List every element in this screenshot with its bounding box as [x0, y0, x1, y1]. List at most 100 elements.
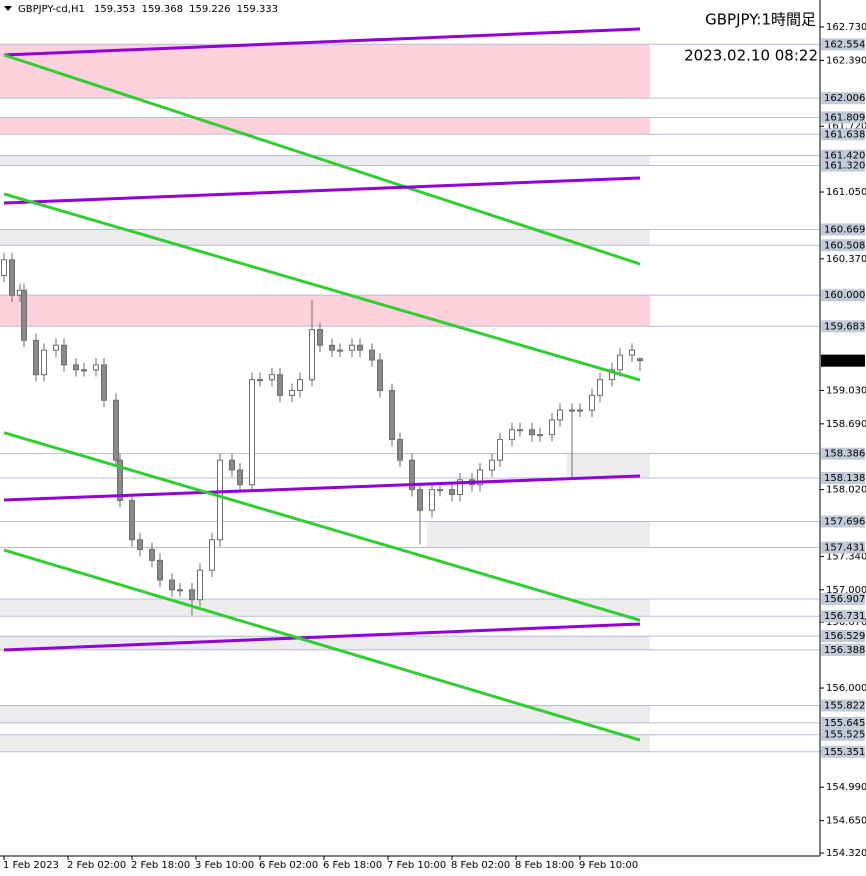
candle-body: [609, 369, 615, 381]
level-label: 158.386: [824, 449, 865, 460]
candle-body: [329, 344, 335, 351]
candle-body: [509, 429, 515, 441]
level-label: 156.907: [824, 594, 865, 605]
candle-body: [597, 379, 603, 396]
candle-body: [117, 459, 123, 501]
x-tick-label: 7 Feb 10:00: [387, 860, 446, 871]
candle-body: [357, 344, 363, 351]
candle-body: [149, 549, 155, 561]
x-tick-label: 6 Feb 18:00: [323, 860, 382, 871]
x-tick-label: 9 Feb 10:00: [579, 860, 638, 871]
trendline: [3, 431, 641, 622]
candle-body: [569, 409, 575, 412]
zone: [0, 229, 650, 246]
zone: [427, 521, 650, 548]
level-label-box: [821, 728, 865, 741]
candle-body: [33, 339, 39, 376]
candle-body: [157, 559, 163, 581]
candles: [1, 252, 643, 616]
candle-body: [297, 379, 303, 391]
high-value: 159.368: [142, 4, 183, 15]
candle-body: [269, 374, 275, 381]
candle-body: [437, 489, 443, 492]
level-label-box: [821, 515, 865, 528]
candle-body: [317, 329, 323, 346]
level-label: 160.508: [824, 240, 865, 251]
y-tick-label: 162.390: [826, 55, 866, 66]
level-label-box: [821, 630, 865, 643]
candle-body: [589, 394, 595, 411]
candle-body: [169, 579, 175, 591]
level-label: 159.683: [824, 321, 865, 332]
y-tick-label: 154.990: [826, 782, 866, 793]
zone: [0, 636, 650, 650]
candle-body: [21, 289, 27, 341]
y-tick-label: 161.720: [826, 121, 866, 132]
candle-body: [389, 389, 395, 441]
header: GBPJPY-cd,H1 159.353 159.368 159.226 159…: [18, 4, 278, 15]
candle-body: [249, 379, 255, 486]
level-label-box: [821, 699, 865, 712]
candle-body: [73, 364, 79, 371]
level-label: 162.554: [824, 39, 865, 50]
y-tick-label: 154.650: [826, 816, 866, 827]
open-value: 159.353: [94, 4, 135, 15]
level-label-box: [821, 239, 865, 252]
level-label-box: [821, 92, 865, 105]
zone: [0, 598, 650, 617]
level-label: 160.669: [824, 224, 865, 235]
level-label-box: [821, 541, 865, 554]
x-tick-label: 2 Feb 18:00: [131, 860, 190, 871]
close-value: 159.333: [237, 4, 278, 15]
level-label: 161.420: [824, 151, 865, 162]
candle-body: [101, 364, 107, 401]
candle-body: [237, 469, 243, 486]
candle-body: [229, 459, 235, 471]
y-tick-label: 154.320: [826, 848, 866, 859]
candle-body: [209, 539, 215, 571]
candle-body: [397, 439, 403, 461]
level-label-box: [821, 745, 865, 758]
level-label-box: [821, 111, 865, 124]
level-label: 155.822: [824, 701, 865, 712]
level-label: 156.388: [824, 645, 865, 656]
y-tick-label: 161.050: [826, 187, 866, 198]
candle-body: [577, 409, 583, 412]
chart-subtitle: 2023.02.10 08:22: [684, 47, 818, 65]
y-tick-label: 158.690: [826, 419, 866, 430]
x-tick-label: 8 Feb 02:00: [451, 860, 510, 871]
zone: [567, 453, 650, 479]
zone: [0, 705, 650, 723]
candle-body: [409, 459, 415, 491]
y-tick-label: 156.000: [826, 683, 866, 694]
candle-body: [1, 259, 7, 277]
level-label: 155.525: [824, 730, 865, 741]
trendline: [3, 53, 641, 266]
level-label: 155.645: [824, 718, 865, 729]
candle-body: [309, 329, 315, 381]
trendline: [3, 27, 641, 57]
x-tick-label: 2 Feb 02:00: [67, 860, 126, 871]
chart-title: GBPJPY:1時間足: [705, 11, 816, 29]
candle-body: [629, 349, 635, 356]
level-label: 156.529: [824, 631, 865, 642]
candle-body: [113, 399, 119, 461]
candle-body: [137, 539, 143, 551]
candle-body: [349, 344, 355, 351]
trendline: [3, 192, 641, 382]
y-tick-label: 162.730: [826, 22, 866, 33]
level-label-box: [821, 643, 865, 656]
menu-arrow[interactable]: [4, 6, 12, 11]
level-label-box: [821, 320, 865, 333]
level-label: 155.351: [824, 747, 865, 758]
trendlines: [3, 27, 641, 742]
candle-body: [257, 379, 263, 382]
zones: [0, 43, 820, 753]
x-tick-label: 3 Feb 10:00: [195, 860, 254, 871]
candle-body: [429, 489, 435, 511]
level-label-box: [821, 472, 865, 485]
level-label-box: [821, 447, 865, 460]
candle-body: [53, 344, 59, 351]
level-label-box: [821, 610, 865, 623]
